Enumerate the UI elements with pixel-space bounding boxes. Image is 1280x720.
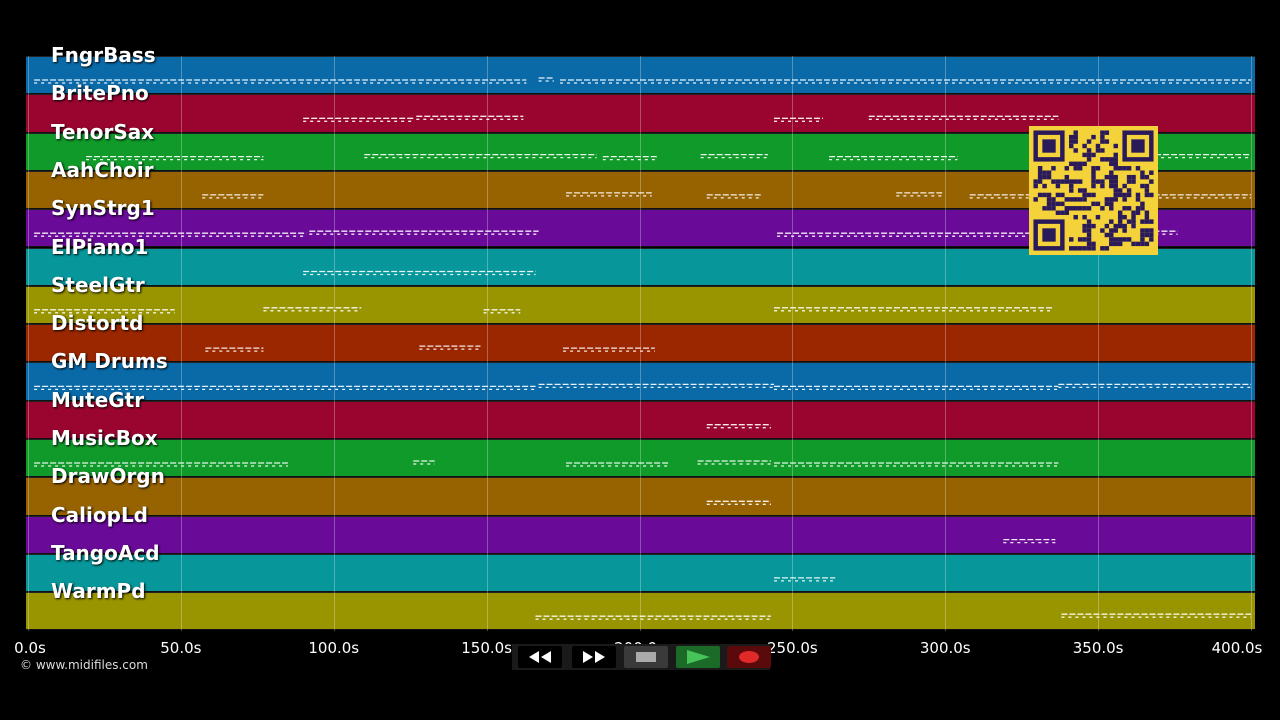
track-name: SynStrg1 xyxy=(51,196,155,221)
track-lane[interactable] xyxy=(26,477,1255,516)
time-tick-label: 50.0s xyxy=(160,639,202,657)
qr-code xyxy=(1029,126,1158,255)
playback-controls xyxy=(512,644,771,670)
track-name: MuteGtr xyxy=(51,387,145,412)
time-tick-label: 0.0s xyxy=(14,639,46,657)
fast-forward-button[interactable] xyxy=(572,646,616,668)
track-name: WarmPd xyxy=(51,579,146,604)
record-icon xyxy=(739,651,759,663)
time-tick-label: 300.0s xyxy=(919,639,971,657)
track-lane[interactable] xyxy=(26,553,1255,593)
track-name: TenorSax xyxy=(51,119,155,144)
track-lane[interactable] xyxy=(26,362,1255,401)
time-tick-label: 350.0s xyxy=(1072,639,1124,657)
stop-button[interactable] xyxy=(624,646,668,668)
grid-line xyxy=(486,56,488,631)
track-name: GM Drums xyxy=(51,349,168,374)
time-tick-label: 400.0s xyxy=(1211,639,1263,657)
track-name: AahChoir xyxy=(51,157,154,182)
track-lane[interactable] xyxy=(26,400,1255,439)
grid-line xyxy=(945,56,947,631)
rewind-icon xyxy=(529,651,551,663)
track-name: TangoAcd xyxy=(51,540,160,565)
rewind-button[interactable] xyxy=(518,646,562,668)
track-lane[interactable] xyxy=(26,592,1255,631)
track-lane[interactable] xyxy=(26,285,1255,325)
track-name: BritePno xyxy=(51,81,149,106)
time-tick-label: 150.0s xyxy=(461,639,513,657)
time-tick-label: 100.0s xyxy=(308,639,360,657)
track-lane[interactable] xyxy=(26,56,1255,95)
grid-line xyxy=(28,56,29,631)
grid-line xyxy=(1098,56,1100,631)
track-lane[interactable] xyxy=(26,324,1255,363)
track-lane[interactable] xyxy=(26,515,1255,554)
track-name: Distortd xyxy=(51,311,144,336)
copyright-text: © www.midifiles.com xyxy=(20,658,148,672)
track-lane[interactable] xyxy=(26,439,1255,478)
track-name: FngrBass xyxy=(51,43,156,67)
track-name: CaliopLd xyxy=(51,502,149,527)
play-button[interactable] xyxy=(676,646,720,668)
fast-forward-icon xyxy=(583,651,605,663)
grid-line xyxy=(333,56,335,631)
track-name: MusicBox xyxy=(51,426,158,450)
track-name: SteelGtr xyxy=(51,272,145,297)
track-name: ElPiano1 xyxy=(51,234,149,259)
play-icon xyxy=(687,650,710,664)
midi-notes xyxy=(34,77,1251,620)
record-button[interactable] xyxy=(727,646,771,668)
time-tick-label: 250.0s xyxy=(766,639,818,657)
stop-icon xyxy=(636,652,656,662)
grid-line xyxy=(639,56,641,631)
grid-line xyxy=(792,56,794,631)
grid-line xyxy=(180,56,182,631)
track-name: DrawOrgn xyxy=(51,464,165,489)
grid-line xyxy=(1251,56,1252,631)
